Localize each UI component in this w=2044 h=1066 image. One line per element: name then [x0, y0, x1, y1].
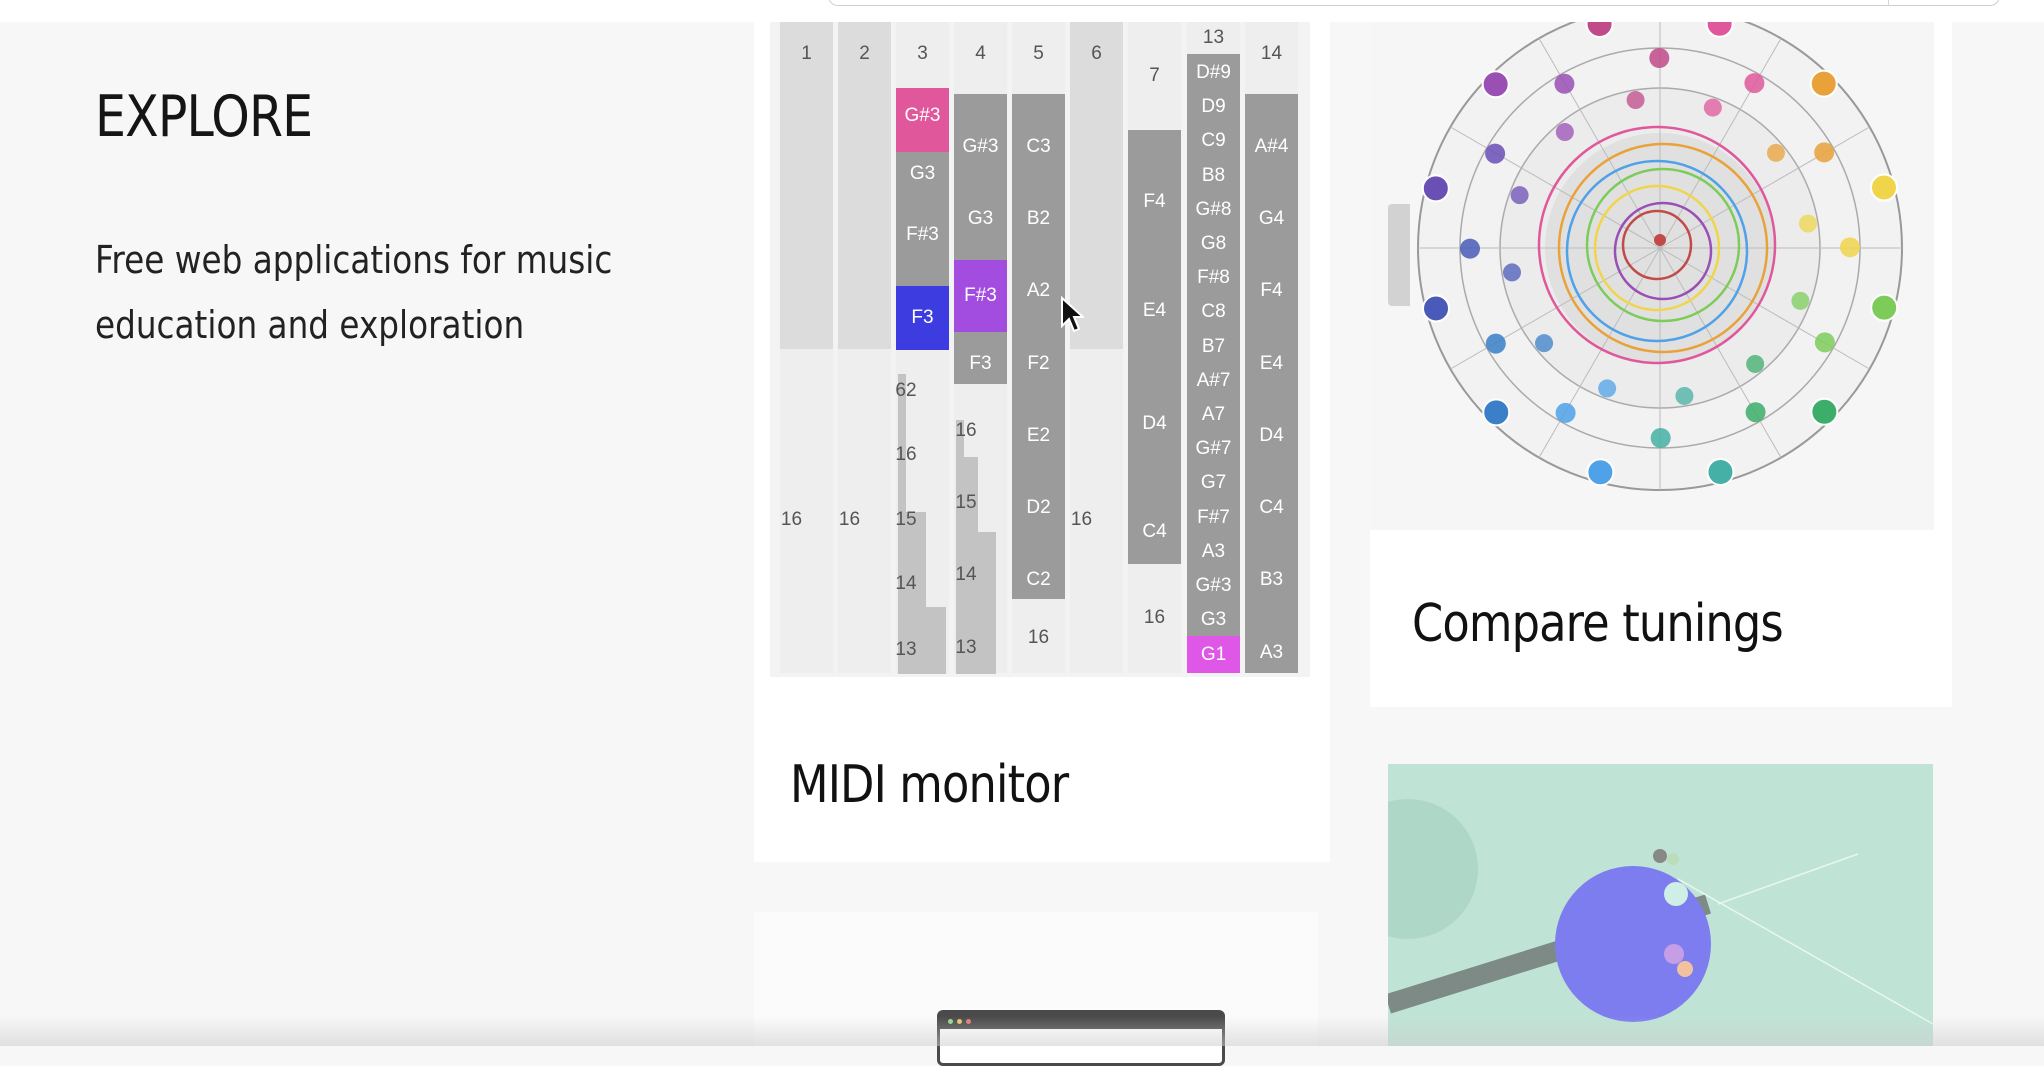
channel-number: 13	[1202, 27, 1225, 48]
note-label: A#7	[1196, 369, 1231, 391]
note-bar	[1128, 130, 1181, 564]
note-label: G3	[909, 163, 936, 184]
note-label: A2	[1026, 280, 1051, 301]
note-label: G7	[1200, 472, 1227, 494]
midi-monitor-preview: 1 16 2 16 3 4 5 16 6 16 7 16 13 14 G#3 G3 F#3 F3 62 16 15 14 1…	[770, 22, 1310, 677]
velocity-value: 16	[895, 444, 917, 465]
note-label: D9	[1201, 96, 1226, 118]
note-label: G#3	[1195, 575, 1232, 596]
note-label: G#3	[896, 88, 949, 152]
velocity-value: 13	[895, 639, 917, 660]
channel-active-block	[838, 22, 891, 349]
note-label: A3	[1259, 642, 1284, 663]
note-label: C9	[1201, 130, 1226, 152]
note-label: F#7	[1197, 506, 1230, 528]
card-title-midi-monitor: MIDI monitor	[790, 755, 1069, 815]
note-label: E4	[1142, 300, 1167, 321]
channel-active-block	[1070, 22, 1123, 349]
note-bar	[954, 94, 1007, 384]
note-label: D#9	[1196, 62, 1231, 83]
velocity-value: 14	[895, 573, 917, 594]
card-title-compare-tunings: Compare tunings	[1412, 594, 1784, 654]
note-label: G3	[1200, 609, 1227, 631]
app-card-green[interactable]	[1388, 764, 1933, 1046]
note-bar	[1012, 94, 1065, 599]
note-label: A#4	[1254, 136, 1289, 157]
channel-number: 7	[1149, 65, 1160, 86]
channel-active-block	[780, 22, 833, 349]
velocity-value: 16	[1027, 627, 1050, 648]
note-label: B8	[1201, 164, 1226, 186]
note-label: B3	[1259, 569, 1284, 590]
velocity-value: 15	[895, 509, 917, 530]
note-label: C2	[1026, 569, 1051, 590]
note-bar	[1245, 94, 1298, 673]
velocity-value: 16	[1143, 607, 1166, 628]
note-label: C8	[1201, 301, 1226, 323]
note-label: F3	[896, 286, 949, 350]
note-label: C3	[1026, 136, 1051, 157]
channel-number: 1	[801, 43, 812, 64]
velocity-value: 15	[955, 492, 977, 513]
note-label: F3	[969, 353, 992, 374]
note-label: F#8	[1197, 267, 1230, 289]
note-label: F2	[1027, 353, 1050, 374]
channel-number: 4	[975, 43, 986, 64]
note-label: B7	[1201, 335, 1226, 357]
channel-number: 14	[1260, 43, 1283, 64]
note-bar	[1187, 54, 1240, 673]
note-label: E4	[1259, 353, 1284, 374]
note-label: F#3	[906, 224, 939, 245]
note-label: F#3	[954, 260, 1007, 332]
note-label: G8	[1200, 233, 1227, 254]
channel-number: 3	[917, 43, 928, 64]
channel-number: 2	[859, 43, 870, 64]
velocity-value: 13	[955, 637, 977, 658]
note-label: F4	[1143, 191, 1166, 212]
velocity-ramp	[956, 532, 996, 674]
note-label: C4	[1259, 497, 1284, 518]
note-label: G3	[967, 208, 994, 229]
note-label: C4	[1142, 521, 1167, 542]
app-window-icon	[937, 1010, 1225, 1066]
note-label: D4	[1259, 425, 1284, 446]
velocity-value: 16	[1070, 509, 1093, 530]
carousel-handle[interactable]	[1388, 204, 1410, 306]
velocity-value: 16	[780, 509, 803, 530]
note-label: F4	[1260, 280, 1283, 301]
note-label: D2	[1026, 497, 1051, 518]
address-bar-divider	[1888, 0, 1889, 5]
note-label: B2	[1026, 208, 1051, 229]
velocity-value: 62	[895, 380, 917, 401]
velocity-value: 16	[838, 509, 861, 530]
note-label: E2	[1026, 425, 1051, 446]
note-label: G4	[1258, 208, 1285, 229]
mouse-pointer-icon	[1061, 296, 1084, 333]
channel-number: 6	[1091, 43, 1102, 64]
channel-number: 5	[1033, 43, 1044, 64]
note-label: A3	[1201, 540, 1226, 562]
note-label: G#7	[1195, 438, 1232, 460]
note-label: G#8	[1195, 198, 1232, 220]
page-description: Free web applications for music educatio…	[95, 238, 613, 347]
note-label: G1	[1187, 636, 1240, 673]
browser-top-strip	[0, 0, 2044, 22]
velocity-value: 14	[955, 564, 977, 585]
tuning-circle-icon	[1370, 22, 1934, 530]
page-title: EXPLORE	[95, 84, 313, 150]
note-label: G#3	[962, 136, 999, 157]
note-label: D4	[1142, 413, 1167, 434]
velocity-ramp	[898, 607, 946, 674]
velocity-value: 16	[955, 420, 977, 441]
address-bar[interactable]	[828, 0, 2000, 6]
note-label: A7	[1201, 404, 1226, 425]
